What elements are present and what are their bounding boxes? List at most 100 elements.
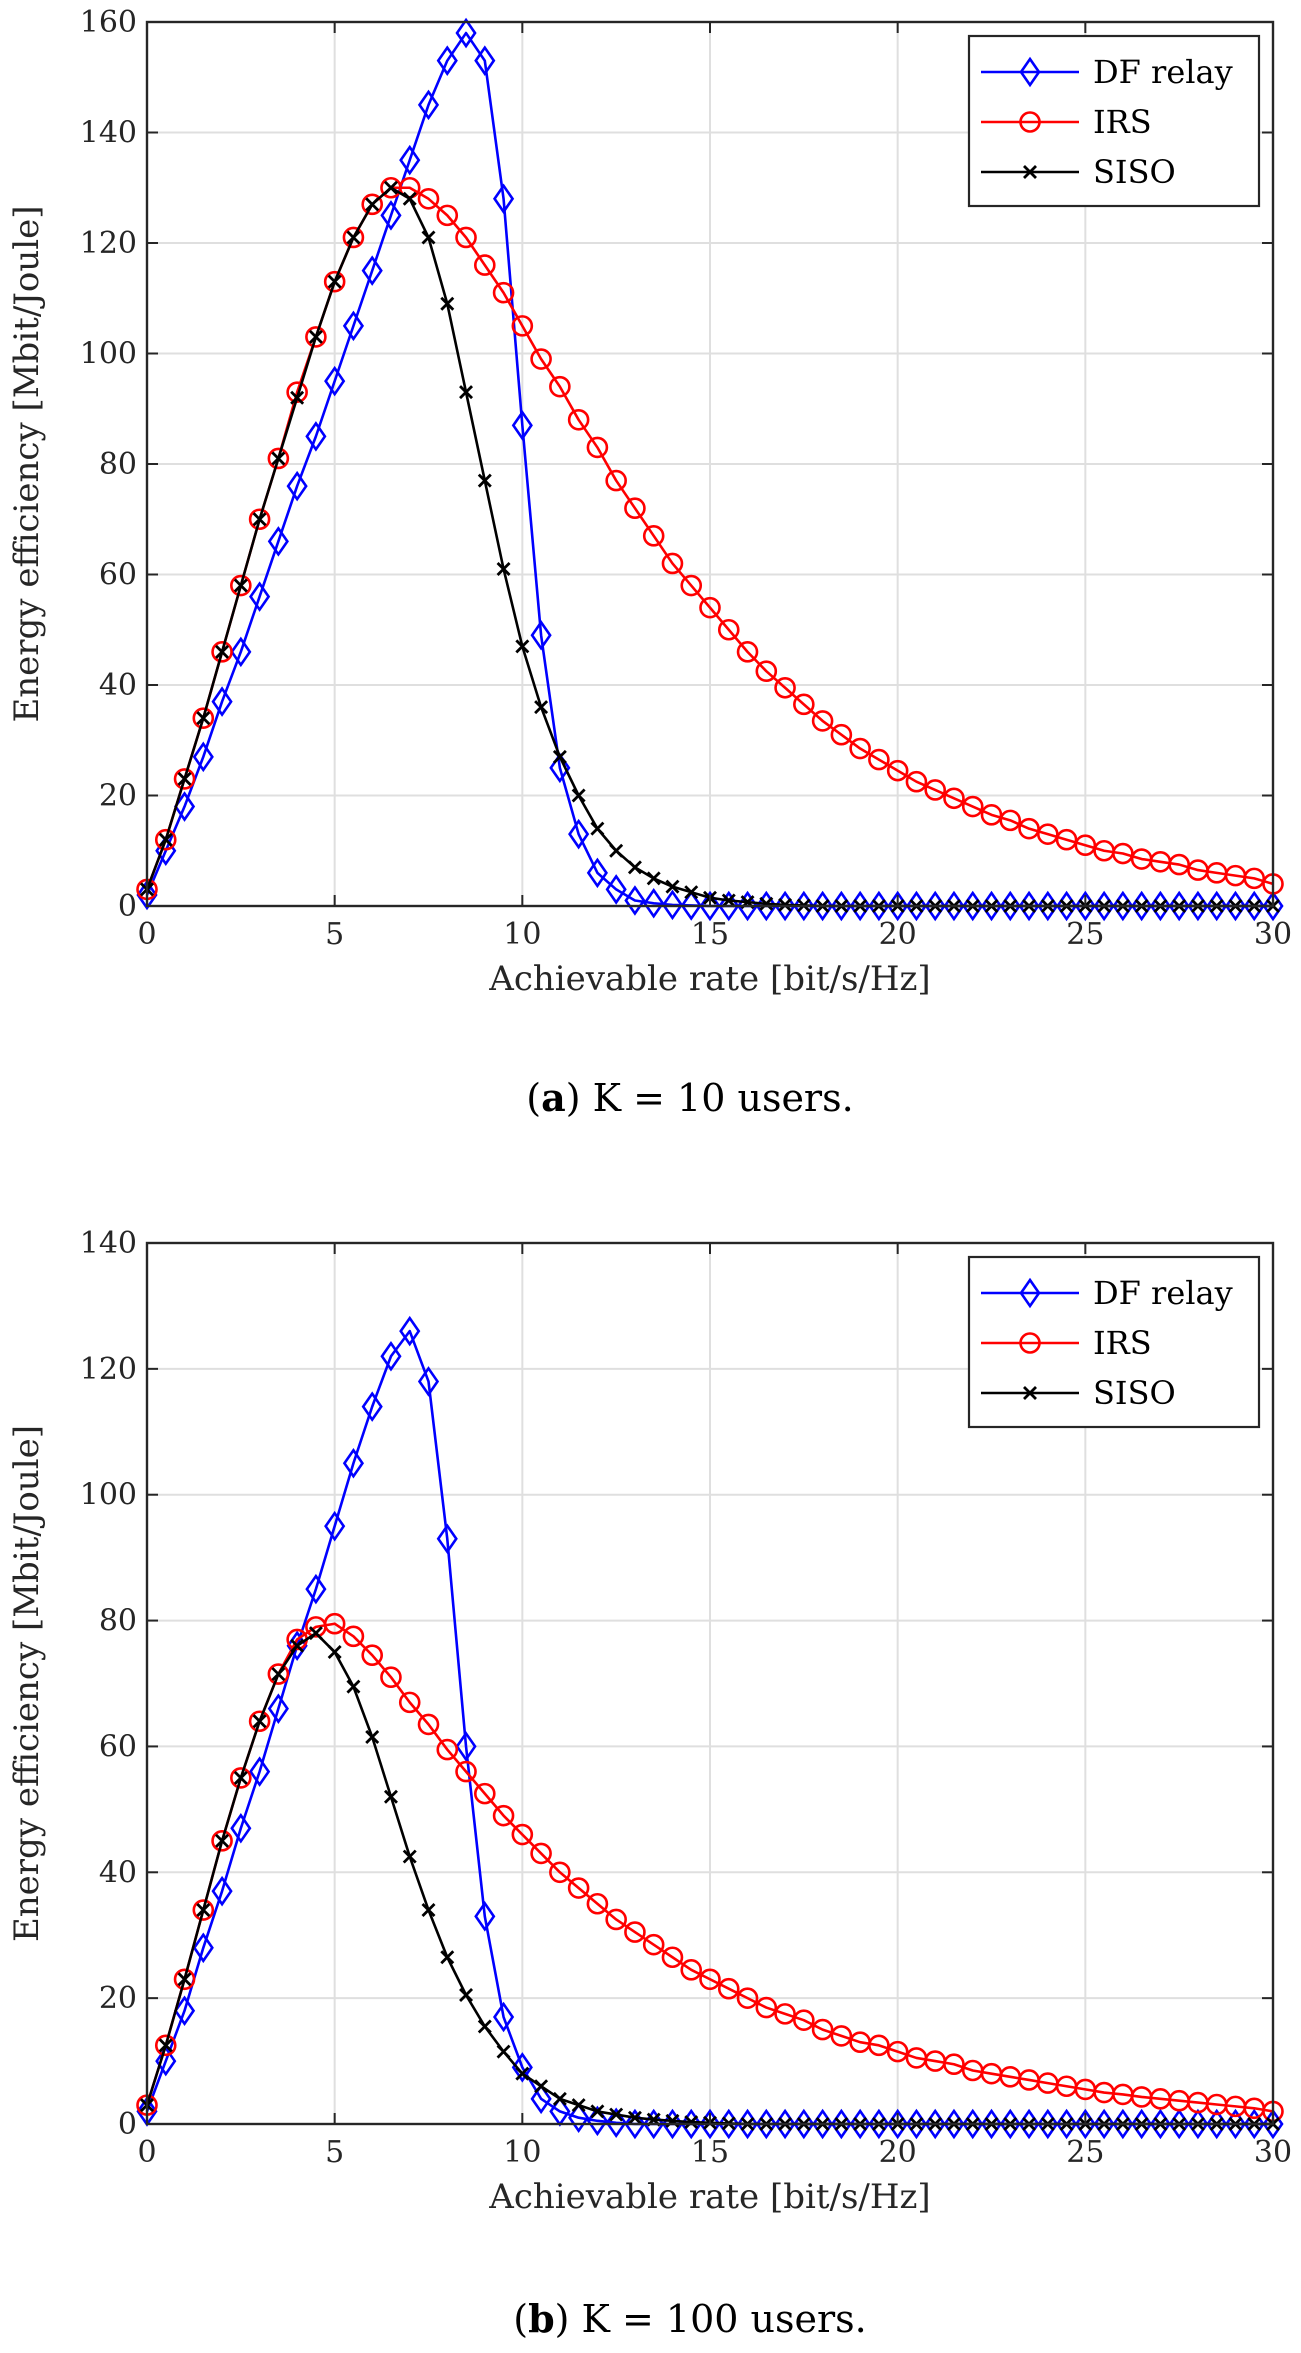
panel-b-legend: DF relay IRS SISO (967, 1255, 1261, 1429)
panel-a-data-point (755, 890, 777, 922)
panel-b-y-tick-label: 120 (80, 1352, 137, 1387)
panel-b-data-point (755, 1996, 778, 2019)
panel-b-data-point (642, 1933, 665, 1956)
panel-b-data-point (383, 1789, 398, 1804)
panel-b-data-point (492, 2001, 515, 2033)
panel-a-legend-label: DF relay (1093, 53, 1233, 91)
panel-a-data-point (961, 795, 984, 818)
panel-b-data-point (830, 2025, 853, 2047)
panel-a-data-point (755, 660, 778, 682)
panel-b-data-point (699, 1968, 721, 1991)
panel-a-y-tick-label: 100 (80, 337, 137, 372)
panel-a-y-tick-label: 40 (99, 668, 137, 703)
panel-b-data-point (886, 2040, 909, 2063)
panel-b-data-point (192, 1932, 214, 1964)
panel-b-data-point (196, 1903, 211, 1918)
panel-b-x-tick-label: 30 (1254, 2135, 1292, 2170)
panel-a-data-point (211, 686, 233, 717)
panel-a-data-point (154, 828, 177, 851)
panel-b-data-point (590, 2104, 605, 2119)
panel-b-data-point (943, 2053, 965, 2076)
panel-b-y-tick-label: 60 (99, 1729, 137, 1764)
panel-a-data-point (399, 144, 421, 176)
panel-a-x-tick-label: 10 (503, 917, 541, 952)
panel-b-data-point (380, 1666, 402, 1689)
panel-a-data-point (680, 890, 702, 921)
panel-b-data-point (398, 1691, 421, 1714)
panel-b-data-point (308, 1626, 323, 1641)
panel-b-data-point (249, 1756, 271, 1787)
panel-a-data-point (661, 552, 684, 575)
panel-a-y-tick-label: 120 (80, 226, 137, 261)
panel-a-data-point (665, 879, 680, 894)
panel-b-data-point (154, 2034, 177, 2057)
panel-b-data-point (252, 1714, 267, 1729)
panel-a-data-point (549, 752, 571, 784)
panel-b-data-point (571, 2098, 586, 2113)
panel-b-data-point (552, 2091, 567, 2106)
panel-b-data-point (436, 1738, 459, 1761)
panel-b-data-point (492, 1804, 515, 1827)
panel-a-data-point (402, 191, 417, 206)
panel-a-data-point (624, 885, 646, 916)
panel-a-data-point (136, 879, 158, 911)
panel-b-data-point (474, 1901, 496, 1932)
panel-a-data-point (552, 749, 567, 764)
panel-a-data-point (627, 860, 642, 875)
panel-b-data-point (717, 1977, 740, 2000)
panel-a-data-point (286, 470, 308, 502)
panel-a-data-point (511, 410, 533, 441)
panel-a-data-point (173, 768, 196, 790)
panel-a-legend-marker (1023, 165, 1037, 179)
panel-b-data-point (680, 2108, 702, 2140)
panel-a-x-axis-label: Achievable rate [bit/s/Hz] (488, 959, 930, 999)
panel-a-data-point (643, 887, 665, 919)
panel-a-data-point (515, 639, 530, 654)
panel-a-data-point (586, 436, 609, 459)
panel-a-data-point (590, 821, 605, 836)
panel-b-data-point (324, 1510, 346, 1542)
panel-a-data-point (571, 788, 586, 803)
panel-a-data-point (924, 779, 947, 801)
panel-a-data-point (586, 857, 608, 889)
panel-b-data-point (173, 1995, 196, 2027)
panel-b-line-irs (145, 1622, 1274, 2113)
panel-a-data-point (361, 193, 384, 216)
panel-b-data-point (192, 1899, 215, 1921)
panel-b-data-point (215, 1833, 230, 1848)
panel-a-data-point (492, 183, 515, 215)
panel-b-y-tick-label: 100 (80, 1478, 137, 1513)
panel-b-data-point (346, 1679, 361, 1694)
panel-b-data-point (440, 1950, 455, 1965)
panel-a-legend-label: SISO (1093, 153, 1176, 191)
panel-b-data-point (496, 2044, 511, 2059)
panel-b-data-point (323, 1612, 346, 1635)
panel-b-data-point (811, 2018, 834, 2041)
panel-b-data-point (342, 1625, 365, 1648)
panel-b-data-point (455, 1731, 477, 1762)
panel-b-data-point (627, 2110, 642, 2125)
panel-b-caption: (b) K = 100 users. (513, 2296, 867, 2341)
panel-b-data-point (267, 1663, 290, 1685)
panel-b-legend-marker (1019, 1332, 1041, 1354)
panel-b-data-point (327, 1645, 342, 1660)
panel-b-x-tick-label: 15 (691, 2135, 729, 2170)
panel-b-data-point (230, 1767, 252, 1789)
panel-a-data-point (342, 226, 365, 249)
panel-b-y-tick-label: 140 (80, 1226, 137, 1261)
panel-a-data-point (849, 737, 871, 760)
panel-b-x-tick-label: 20 (879, 2135, 917, 2170)
panel-a-data-point (511, 315, 534, 337)
panel-a-data-point (905, 770, 928, 793)
panel-b-data-point (609, 2107, 624, 2122)
panel-a-legend: DF relay IRS SISO (967, 34, 1261, 208)
panel-b-data-point (421, 1903, 436, 1918)
panel-b-data-point (271, 1667, 286, 1682)
panel-b-data-point (534, 2079, 549, 2094)
panel-b-data-point (361, 1391, 383, 1422)
panel-a-y-axis-label: Energy efficiency [Mbit/Joule] (7, 205, 47, 722)
panel-a-data-point (271, 451, 286, 466)
panel-a-y-tick-label: 140 (80, 116, 137, 151)
panel-a-x-tick-label: 25 (1066, 917, 1104, 952)
